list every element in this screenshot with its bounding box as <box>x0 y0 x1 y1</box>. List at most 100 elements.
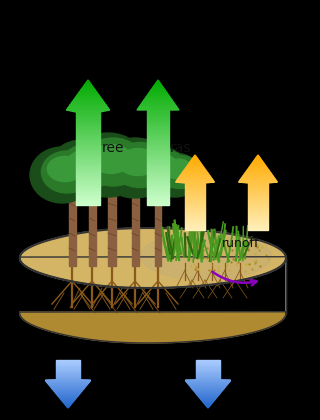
Polygon shape <box>197 395 219 396</box>
Bar <box>147 118 169 120</box>
Polygon shape <box>52 389 84 390</box>
Polygon shape <box>20 228 286 288</box>
Bar <box>196 378 220 379</box>
Bar <box>147 190 169 192</box>
Bar <box>56 364 80 365</box>
Bar <box>147 142 169 145</box>
Bar <box>76 185 100 187</box>
Polygon shape <box>199 397 217 399</box>
Ellipse shape <box>70 133 146 197</box>
Bar <box>147 120 169 123</box>
Polygon shape <box>203 402 213 403</box>
Text: ras: ras <box>170 141 191 155</box>
Bar <box>76 128 100 130</box>
Bar <box>196 360 220 361</box>
Polygon shape <box>187 165 204 167</box>
Polygon shape <box>64 403 72 404</box>
Polygon shape <box>74 97 102 100</box>
Bar <box>76 178 100 180</box>
Polygon shape <box>61 399 75 401</box>
Polygon shape <box>191 160 199 161</box>
Bar <box>185 183 205 184</box>
Polygon shape <box>83 85 93 87</box>
Bar <box>147 195 169 197</box>
Bar <box>56 377 80 378</box>
Bar <box>56 378 80 379</box>
Polygon shape <box>186 382 230 383</box>
Ellipse shape <box>83 138 143 186</box>
Polygon shape <box>180 174 210 176</box>
Polygon shape <box>242 176 274 178</box>
Bar <box>185 185 205 186</box>
Polygon shape <box>55 392 81 394</box>
Polygon shape <box>194 391 222 392</box>
Bar <box>248 183 268 184</box>
Polygon shape <box>48 384 88 385</box>
Bar <box>196 375 220 377</box>
Polygon shape <box>193 390 223 391</box>
Bar <box>185 216 205 218</box>
Bar <box>185 184 205 185</box>
Bar <box>248 188 268 189</box>
Bar <box>196 365 220 366</box>
Polygon shape <box>249 165 267 167</box>
Bar <box>76 142 100 145</box>
Polygon shape <box>45 381 91 382</box>
Bar <box>76 197 100 200</box>
Bar <box>76 183 100 185</box>
Polygon shape <box>153 85 163 87</box>
Polygon shape <box>181 173 209 174</box>
Bar <box>185 205 205 206</box>
Bar <box>248 227 268 228</box>
Polygon shape <box>188 164 203 165</box>
Bar <box>248 218 268 220</box>
Bar <box>248 224 268 226</box>
Polygon shape <box>244 173 272 174</box>
Bar <box>76 130 100 132</box>
Polygon shape <box>189 385 227 386</box>
Bar <box>76 173 100 175</box>
Bar <box>196 374 220 375</box>
Bar <box>185 215 205 216</box>
Polygon shape <box>140 102 175 105</box>
Bar <box>147 135 169 137</box>
Bar <box>76 192 100 195</box>
Polygon shape <box>62 401 74 402</box>
Bar <box>248 195 268 197</box>
Bar <box>185 228 205 230</box>
Bar <box>185 218 205 220</box>
Polygon shape <box>206 406 210 407</box>
Polygon shape <box>79 90 97 92</box>
Polygon shape <box>202 401 214 402</box>
Bar <box>76 123 100 125</box>
Bar <box>185 200 205 202</box>
Polygon shape <box>77 92 99 95</box>
Polygon shape <box>72 100 104 102</box>
Polygon shape <box>86 80 90 82</box>
Polygon shape <box>47 383 89 384</box>
Bar <box>248 212 268 213</box>
Bar <box>185 199 205 200</box>
Bar <box>185 197 205 199</box>
Polygon shape <box>70 102 106 105</box>
Bar <box>248 197 268 199</box>
Bar <box>56 375 80 377</box>
Bar <box>185 202 205 203</box>
Bar <box>248 199 268 200</box>
Polygon shape <box>182 171 208 173</box>
Polygon shape <box>20 257 286 343</box>
Bar <box>76 118 100 120</box>
Polygon shape <box>195 392 221 394</box>
Polygon shape <box>149 90 167 92</box>
Polygon shape <box>144 97 172 100</box>
Bar <box>185 226 205 227</box>
Bar <box>248 223 268 224</box>
Polygon shape <box>247 168 269 170</box>
Bar <box>248 216 268 218</box>
Polygon shape <box>65 404 71 406</box>
Bar <box>147 200 169 202</box>
Bar <box>76 137 100 140</box>
Bar <box>76 115 100 118</box>
Bar <box>248 205 268 206</box>
Ellipse shape <box>149 153 201 197</box>
